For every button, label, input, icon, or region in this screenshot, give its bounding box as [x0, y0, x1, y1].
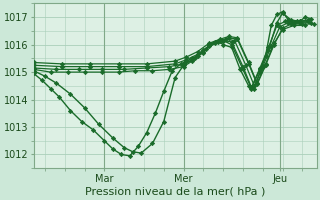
X-axis label: Pression niveau de la mer( hPa ): Pression niveau de la mer( hPa )	[85, 187, 265, 197]
